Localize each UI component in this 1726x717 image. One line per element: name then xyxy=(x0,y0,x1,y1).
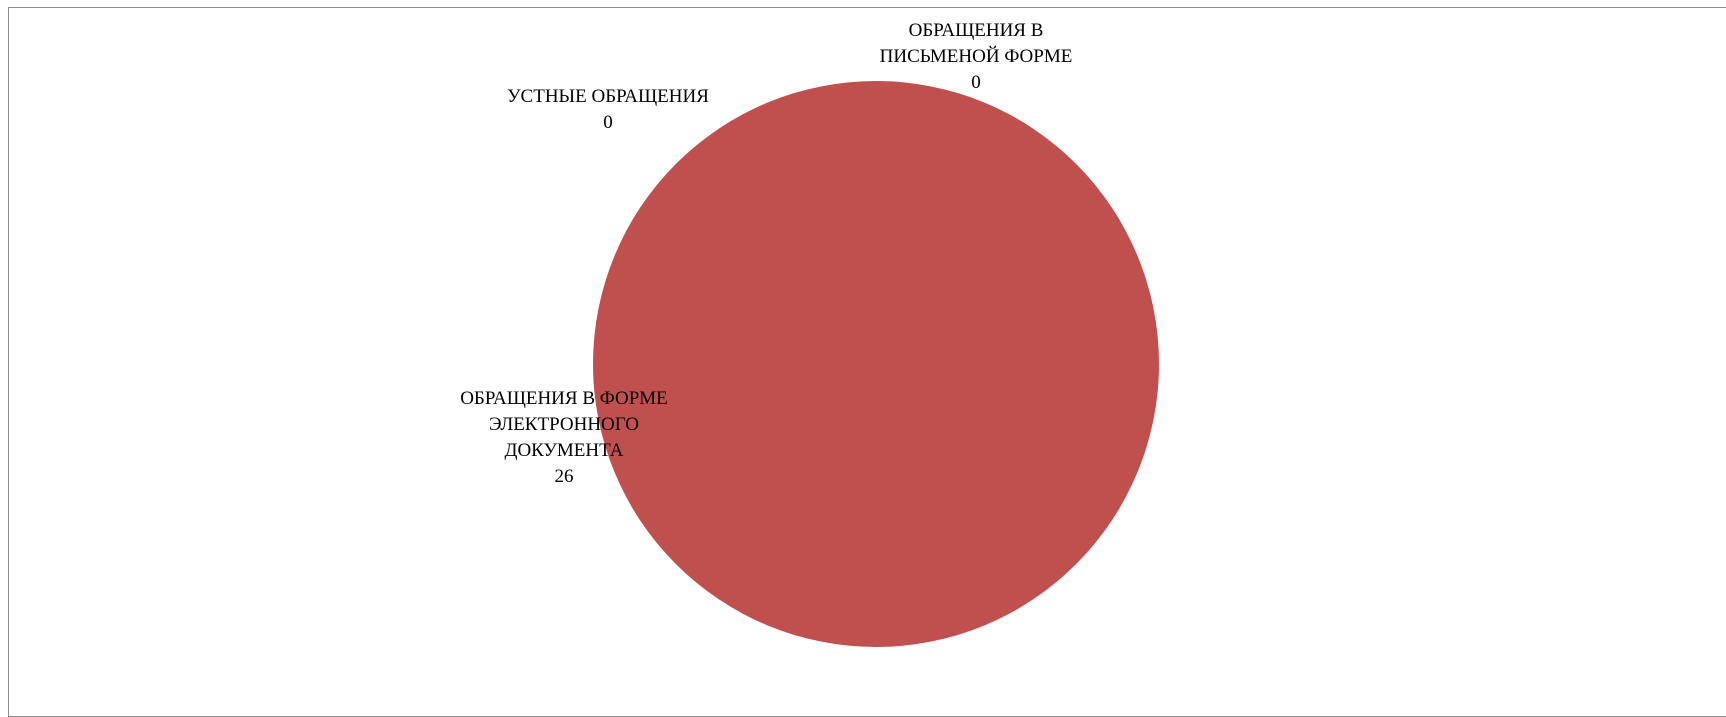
data-label-category-text: ДОКУМЕНТА xyxy=(504,440,623,461)
data-label-1: УСТНЫЕ ОБРАЩЕНИЯ 0 xyxy=(507,86,709,133)
data-label-value: 26 xyxy=(555,466,574,487)
data-label-category-text: ОБРАЩЕНИЯ В xyxy=(909,20,1044,41)
data-labels: УСТНЫЕ ОБРАЩЕНИЯ 0 ОБРАЩЕНИЯ В ПИСЬМЕНОЙ ФО… xyxy=(460,20,1072,487)
data-label-category-text: УСТНЫЕ ОБРАЩЕНИЯ xyxy=(507,86,709,107)
pie-slices xyxy=(593,81,1159,647)
data-label-value: 0 xyxy=(603,112,613,133)
data-label-2: ОБРАЩЕНИЯ В ПИСЬМЕНОЙ ФОРМЕ 0 xyxy=(880,20,1073,93)
data-label-value: 0 xyxy=(971,72,981,93)
data-label-category-text: ПИСЬМЕНОЙ ФОРМЕ xyxy=(880,46,1073,67)
data-label-category-text: ЭЛЕКТРОННОГО xyxy=(489,414,639,435)
pie-slice-3 xyxy=(593,81,1159,647)
data-label-3: ОБРАЩЕНИЯ В ФОРМЕ ЭЛЕКТРОННОГО ДОКУМЕНТА 26 xyxy=(460,388,668,487)
data-label-category-text: ОБРАЩЕНИЯ В ФОРМЕ xyxy=(460,388,668,409)
